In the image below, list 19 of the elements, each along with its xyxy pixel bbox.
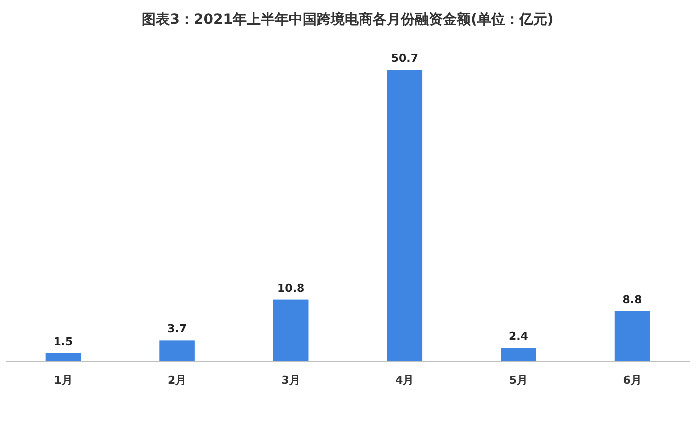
bar	[160, 340, 195, 362]
bar	[46, 353, 82, 362]
bar	[501, 348, 536, 362]
data-label: 50.7	[391, 52, 418, 65]
x-tick-label: 5月	[509, 374, 528, 387]
data-label: 1.5	[54, 335, 74, 348]
data-label: 10.8	[278, 282, 305, 295]
bar	[273, 300, 309, 362]
x-tick-label: 1月	[54, 374, 73, 387]
x-tick-label: 3月	[282, 374, 300, 387]
x-tick-label: 6月	[623, 374, 642, 387]
data-label: 8.8	[622, 293, 642, 306]
bar	[614, 311, 650, 362]
chart-title: 图表3：2021年上半年中国跨境电商各月份融资金额(单位：亿元)	[142, 11, 554, 28]
x-tick-label: 2月	[168, 374, 187, 387]
bar	[387, 70, 423, 362]
data-label: 2.4	[508, 330, 529, 344]
x-tick-label: 4月	[396, 374, 414, 387]
data-label: 3.7	[168, 322, 188, 336]
